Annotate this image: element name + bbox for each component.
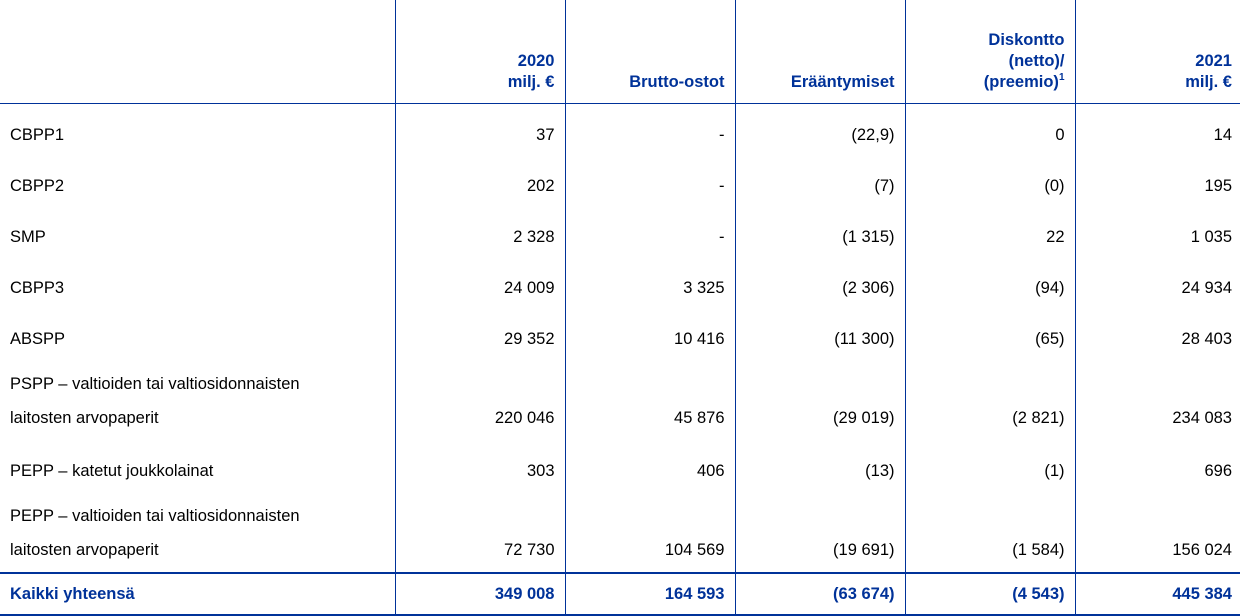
table-row: CBPP3 24 009 3 325 (2 306) (94) 24 934 <box>0 257 1240 308</box>
table-row: PEPP – katetut joukkolainat 303 406 (13) (1)… <box>0 440 1240 491</box>
cell: 3 325 <box>564 257 735 308</box>
cell: 29 352 <box>394 308 565 359</box>
row-label: CBPP3 <box>0 257 395 308</box>
total-label: Kaikki yhteensä <box>0 572 395 616</box>
cell: 0 <box>904 103 1075 155</box>
header-text: Diskontto <box>988 31 1065 49</box>
cell: (13) <box>734 440 905 491</box>
cell: 72 730 <box>394 491 565 573</box>
total-cell: (63 674) <box>734 572 905 616</box>
header-cell: 2020 milj. € <box>394 0 565 104</box>
row-label-text: laitosten arvopaperit <box>10 541 159 559</box>
cell: (19 691) <box>734 491 905 573</box>
cell: 156 024 <box>1074 491 1240 573</box>
cell: (1 584) <box>904 491 1075 573</box>
cell: 22 <box>904 206 1075 257</box>
row-label: PEPP – valtioiden tai valtiosidonnaisten… <box>0 491 395 573</box>
cell: - <box>564 103 735 155</box>
total-cell: 445 384 <box>1074 572 1240 616</box>
cell: (7) <box>734 155 905 206</box>
cell: 24 009 <box>394 257 565 308</box>
cell: 10 416 <box>564 308 735 359</box>
cell: (65) <box>904 308 1075 359</box>
header-cell <box>0 0 395 104</box>
row-label-text: ABSPP <box>10 330 66 348</box>
header-text: milj. € <box>1185 73 1232 91</box>
row-label-text: CBPP2 <box>10 177 65 195</box>
table-row: SMP 2 328- (1 315) 22 1 035 <box>0 206 1240 257</box>
header-text: 2021 <box>1195 52 1232 70</box>
row-label-text: CBPP3 <box>10 279 65 297</box>
footnote-marker: 1 <box>1058 72 1065 83</box>
row-label-text: PEPP – valtioiden tai valtiosidonnaisten <box>10 507 300 525</box>
cell: 45 876 <box>564 359 735 440</box>
cell: (2 821) <box>904 359 1075 440</box>
row-label-text: PSPP – valtioiden tai valtiosidonnaisten <box>10 375 300 393</box>
header-cell: Diskontto (netto)/ (preemio)1 <box>904 0 1075 104</box>
cell: (2 306) <box>734 257 905 308</box>
cell: 696 <box>1074 440 1240 491</box>
header-text: milj. € <box>507 73 555 91</box>
cell: 2 328 <box>394 206 565 257</box>
cell: (29 019) <box>734 359 905 440</box>
cell: 104 569 <box>564 491 735 573</box>
cell: 234 083 <box>1074 359 1240 440</box>
row-label: PSPP – valtioiden tai valtiosidonnaisten… <box>0 359 395 440</box>
cell: 14 <box>1074 103 1240 155</box>
cell: 303 <box>394 440 565 491</box>
row-label: CBPP2 <box>0 155 395 206</box>
cell: 195 <box>1074 155 1240 206</box>
row-label: PEPP – katetut joukkolainat <box>0 440 395 491</box>
table-row: CBPP1 37- (22,9) 0 14 <box>0 103 1240 156</box>
row-label: CBPP1 <box>0 104 395 156</box>
total-cell: 164 593 <box>564 572 735 616</box>
header-text: (netto)/ <box>1008 52 1065 70</box>
row-label-text: SMP <box>10 228 46 246</box>
header-text: Brutto-ostot <box>629 73 725 91</box>
cell: 406 <box>564 440 735 491</box>
header-cell: Erääntymiset <box>734 0 905 104</box>
header-text: (preemio)1 <box>983 72 1065 92</box>
cell: (11 300) <box>734 308 905 359</box>
table-row: ABSPP 29 352 10 416 (11 300) (65) 28 403 <box>0 308 1240 359</box>
row-label-text: CBPP1 <box>10 126 65 144</box>
cell: (94) <box>904 257 1075 308</box>
cell: - <box>564 206 735 257</box>
cell: 202 <box>394 155 565 206</box>
row-label-text: PEPP – katetut joukkolainat <box>10 462 214 480</box>
cell: (22,9) <box>734 103 905 155</box>
header-cell: 2021 milj. € <box>1074 0 1240 104</box>
cell: 28 403 <box>1074 308 1240 359</box>
header-text: Erääntymiset <box>790 73 895 91</box>
cell: (0) <box>904 155 1075 206</box>
cell: 1 035 <box>1074 206 1240 257</box>
total-cell: (4 543) <box>904 572 1075 616</box>
header-cell: Brutto-ostot <box>564 0 735 104</box>
cell: 37 <box>394 103 565 155</box>
total-row: Kaikki yhteensä 349 008 164 593 (63 674) (4 … <box>0 572 1240 616</box>
table-row: PEPP – valtioiden tai valtiosidonnaisten… <box>0 491 1240 573</box>
row-label: ABSPP <box>0 308 395 359</box>
cell: 220 046 <box>394 359 565 440</box>
cell: - <box>564 155 735 206</box>
table-row: CBPP2 202- (7) (0) 195 <box>0 155 1240 206</box>
header-text: 2020 <box>517 52 555 70</box>
row-label: SMP <box>0 206 395 257</box>
total-cell: 349 008 <box>394 572 565 616</box>
cell: (1 315) <box>734 206 905 257</box>
header-row: 2020 milj. € Brutto-ostot Erääntymiset Disko… <box>0 0 1240 104</box>
table-row: PSPP – valtioiden tai valtiosidonnaisten… <box>0 359 1240 440</box>
cell: 24 934 <box>1074 257 1240 308</box>
cell: (1) <box>904 440 1075 491</box>
row-label-text: laitosten arvopaperit <box>10 409 159 427</box>
